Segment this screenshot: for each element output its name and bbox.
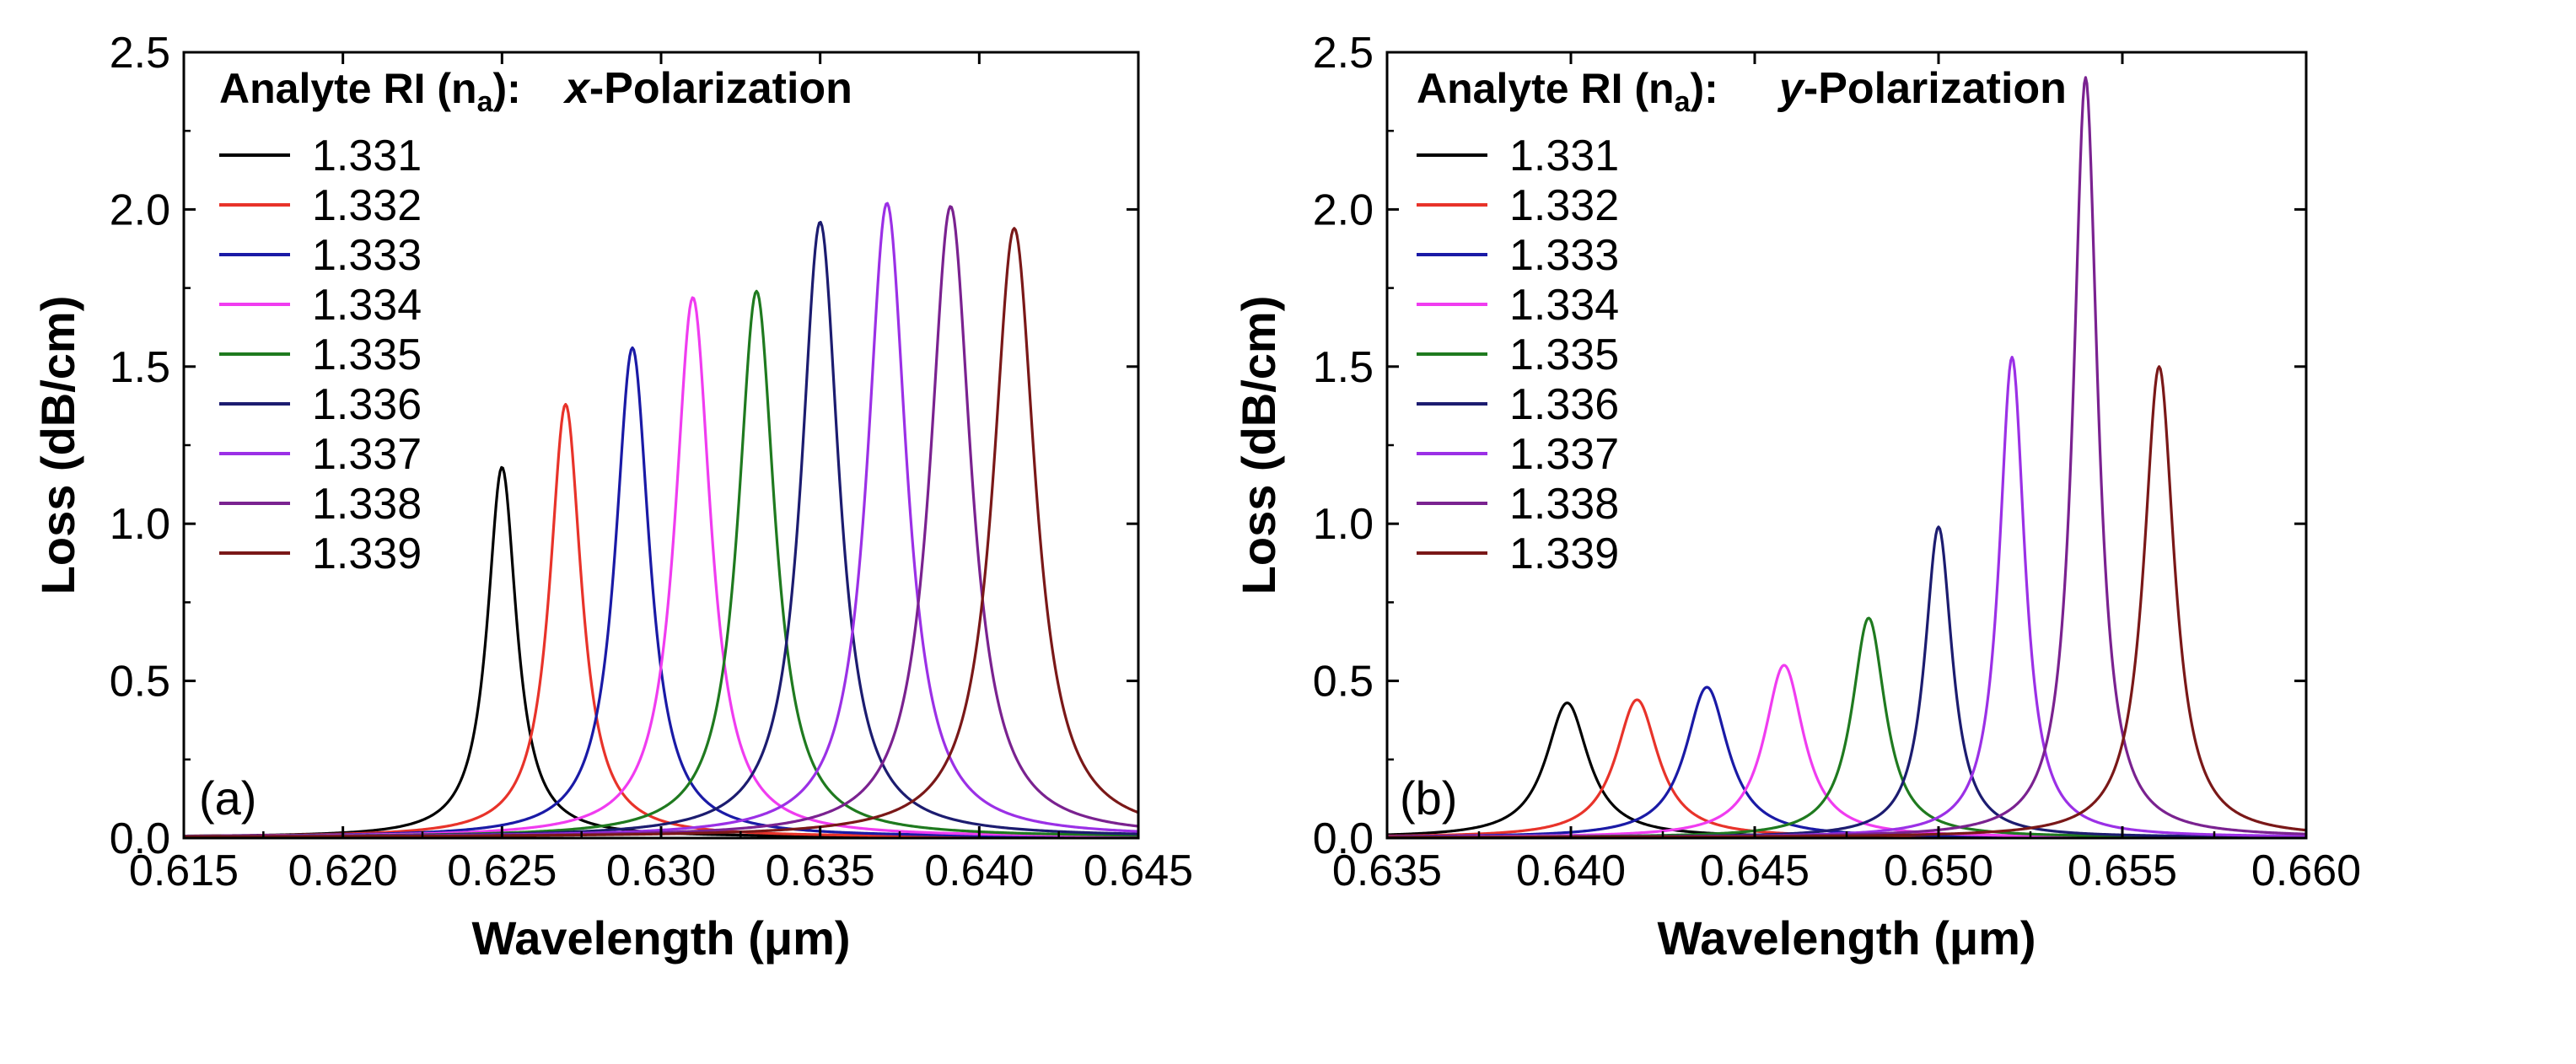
y-tick-label: 2.0 <box>1313 185 1374 234</box>
polarization-label: x-Polarization <box>562 64 852 113</box>
y-tick-label: 2.5 <box>1313 29 1374 78</box>
series-line-1-335 <box>1387 616 2306 838</box>
y-tick-label: 1.5 <box>110 343 170 392</box>
legend-title-subscript: a <box>477 86 494 118</box>
chart-panel-b: 0.635 0.640 0.645 0.650 0.655 0.660 0.0 0.5 1.0 1… <box>1232 29 2361 965</box>
x-tick-label: 0.635 <box>1332 846 1442 895</box>
legend-label-1-335: 1.335 <box>1509 330 1619 379</box>
y-tick-label: 0.0 <box>110 814 170 863</box>
y-tick-label: 0.0 <box>1313 814 1374 863</box>
legend-label-1-332: 1.332 <box>1509 181 1619 230</box>
y-tick-label: 2.5 <box>110 29 170 78</box>
y-tick-label: 1.5 <box>1313 343 1374 392</box>
legend-label-1-336: 1.336 <box>312 380 422 429</box>
panel-label: (a) <box>199 771 256 825</box>
legend-label-1-333: 1.333 <box>1509 231 1619 280</box>
x-axis-title: Wavelength (μm) <box>471 911 850 965</box>
series-line-1-331 <box>1387 701 2306 838</box>
legend-label-1-334: 1.334 <box>1509 281 1619 330</box>
legend-label-1-338: 1.338 <box>1509 480 1619 529</box>
y-tick-label: 0.5 <box>110 658 170 707</box>
legend-label-1-335: 1.335 <box>312 330 422 379</box>
legend-label-1-337: 1.337 <box>312 430 422 479</box>
series-line-1-337 <box>1387 356 2306 838</box>
legend-label-1-331: 1.331 <box>312 132 422 180</box>
y-tick-label: 2.0 <box>110 185 170 234</box>
legend: 1.3311.3321.3331.3341.3351.3361.3371.338… <box>1417 132 1619 578</box>
x-tick-label: 0.620 <box>288 846 398 895</box>
x-tick-label: 0.660 <box>2251 846 2361 895</box>
y-tick-label: 1.0 <box>1313 500 1374 549</box>
legend-label-1-338: 1.338 <box>312 480 422 529</box>
series-line-1-334 <box>1387 664 2306 838</box>
x-tick-label: 0.640 <box>1516 846 1626 895</box>
x-tick-label: 0.655 <box>2068 846 2177 895</box>
chart-panel-a: 0.615 0.620 0.625 0.630 0.635 0.640 0.645 0.0 0.… <box>31 29 1193 965</box>
x-tick-label: 0.630 <box>606 846 716 895</box>
x-tick-label: 0.645 <box>1700 846 1810 895</box>
y-axis-title: Loss (dB/cm) <box>31 296 84 595</box>
x-tick-label: 0.640 <box>924 846 1034 895</box>
panel-label: (b) <box>1400 771 1457 825</box>
x-tick-label: 0.635 <box>766 846 875 895</box>
x-tick-label: 0.615 <box>129 846 239 895</box>
x-axis-title: Wavelength (μm) <box>1657 911 2036 965</box>
legend-label-1-331: 1.331 <box>1509 132 1619 180</box>
legend-title: Analyte RI (na): <box>1417 65 1718 118</box>
x-tick-label: 0.645 <box>1084 846 1193 895</box>
legend-label-1-333: 1.333 <box>312 231 422 280</box>
legend-label-1-334: 1.334 <box>312 281 422 330</box>
legend-label-1-332: 1.332 <box>312 181 422 230</box>
y-tick-label: 0.5 <box>1313 658 1374 707</box>
legend-label-1-339: 1.339 <box>1509 529 1619 578</box>
x-tick-label: 0.625 <box>447 846 557 895</box>
legend-label-1-339: 1.339 <box>312 529 422 578</box>
polarization-label: y-Polarization <box>1777 64 2067 113</box>
y-tick-label: 1.0 <box>110 500 170 549</box>
legend-label-1-337: 1.337 <box>1509 430 1619 479</box>
legend-label-1-336: 1.336 <box>1509 380 1619 429</box>
legend: 1.3311.3321.3331.3341.3351.3361.3371.338… <box>219 132 422 578</box>
legend-title: Analyte RI (na): <box>219 65 521 118</box>
y-axis-title: Loss (dB/cm) <box>1232 296 1285 595</box>
x-tick-label: 0.650 <box>1884 846 1993 895</box>
legend-title-subscript: a <box>1675 86 1691 118</box>
